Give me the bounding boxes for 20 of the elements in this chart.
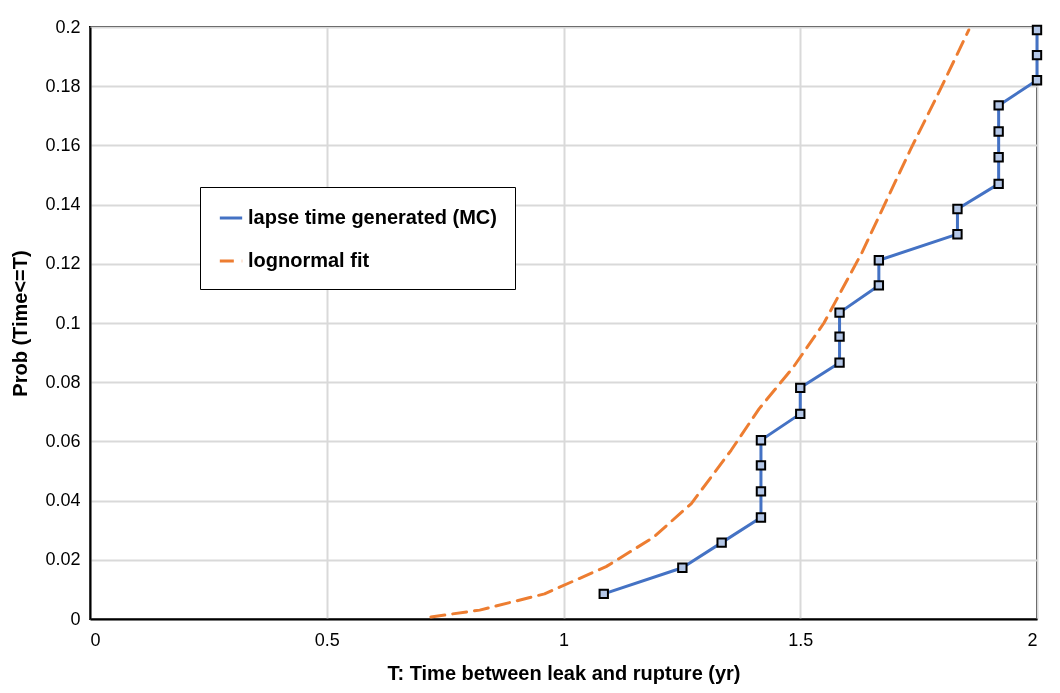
y-tick-label: 0.08 — [45, 371, 81, 392]
x-tick-label: 2 — [1027, 629, 1038, 650]
y-tick-label: 0.06 — [45, 430, 81, 451]
x-tick-label: 1 — [558, 629, 570, 650]
x-tick-label: 0.5 — [314, 629, 340, 650]
y-tick-label: 0.02 — [45, 549, 81, 570]
y-tick-label: 0.04 — [45, 490, 81, 511]
y-tick-label: 0.18 — [45, 75, 81, 96]
legend-label: lapse time generated (MC) — [248, 206, 497, 228]
y-tick-label: 0.2 — [55, 16, 81, 37]
x-tick-label: 1.5 — [788, 629, 814, 650]
y-tick-label: 0.1 — [55, 312, 81, 333]
y-axis-title: Prob (Time<=T) — [9, 250, 32, 397]
y-tick-label: 0.12 — [45, 253, 81, 274]
x-axis-title: T: Time between leak and rupture (yr) — [387, 661, 741, 684]
legend-label: lognormal fit — [248, 249, 370, 271]
y-tick-label: 0 — [70, 608, 81, 629]
x-tick-label: 0 — [90, 629, 101, 650]
y-tick-label: 0.16 — [45, 134, 81, 155]
y-tick-label: 0.14 — [45, 194, 81, 215]
